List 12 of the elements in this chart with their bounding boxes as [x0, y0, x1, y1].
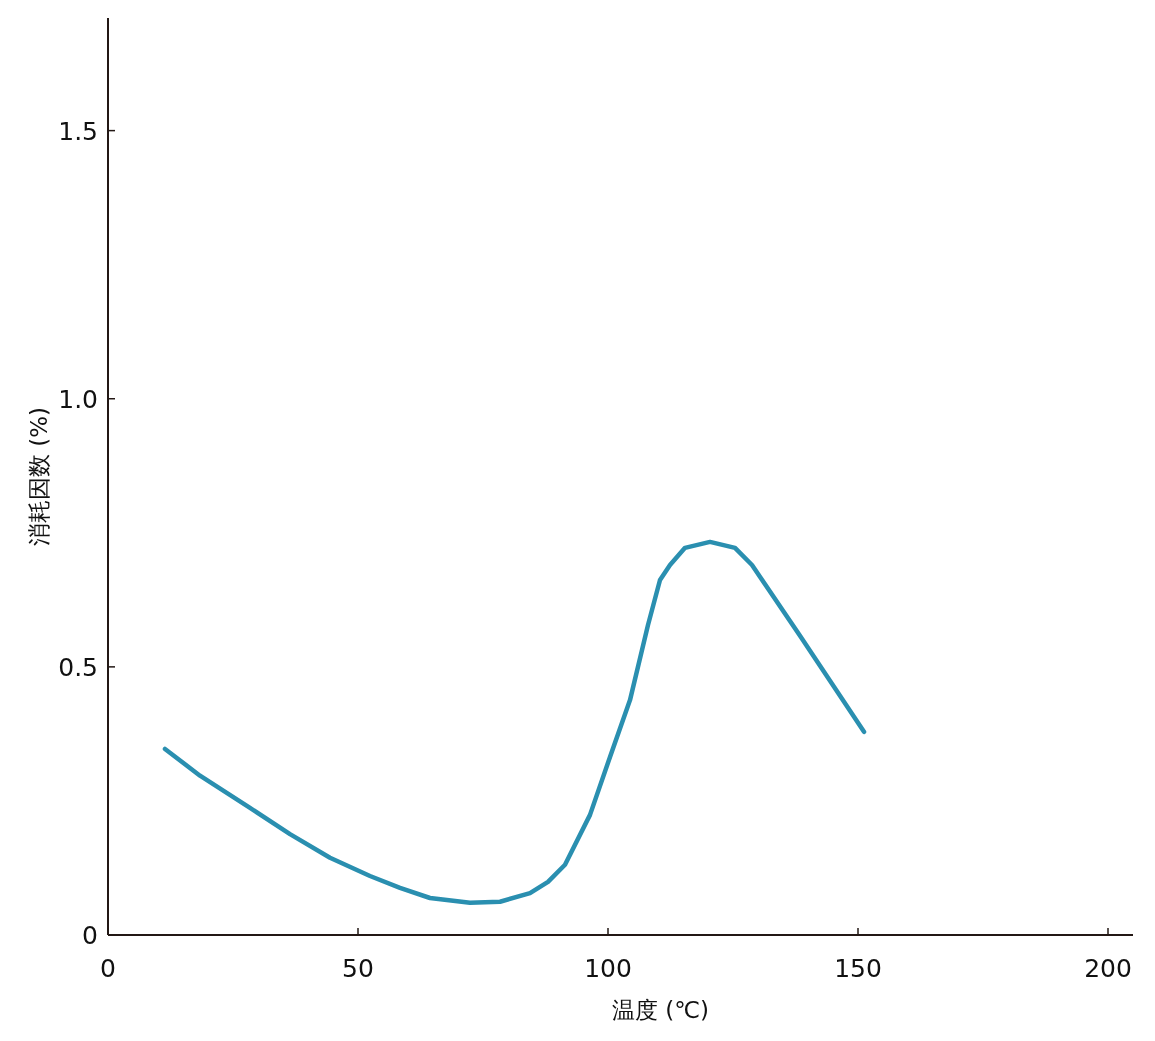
y-tick-label: 0 — [82, 921, 98, 950]
x-tick-label: 50 — [342, 954, 374, 983]
x-axis-title: 温度 (℃) — [611, 997, 710, 1023]
x-tick-label: 150 — [834, 954, 882, 983]
x-tick-label: 200 — [1084, 954, 1132, 983]
y-tick-label: 0.5 — [58, 652, 98, 682]
y-axis-title: 消耗因数 (%) — [26, 406, 52, 547]
y-tick-label: 1.5 — [58, 116, 98, 146]
x-tick-label: 100 — [584, 954, 632, 983]
line-series — [162, 539, 867, 906]
x-tick-label: 0 — [100, 954, 116, 983]
y-tick-label: 1.0 — [58, 384, 98, 414]
